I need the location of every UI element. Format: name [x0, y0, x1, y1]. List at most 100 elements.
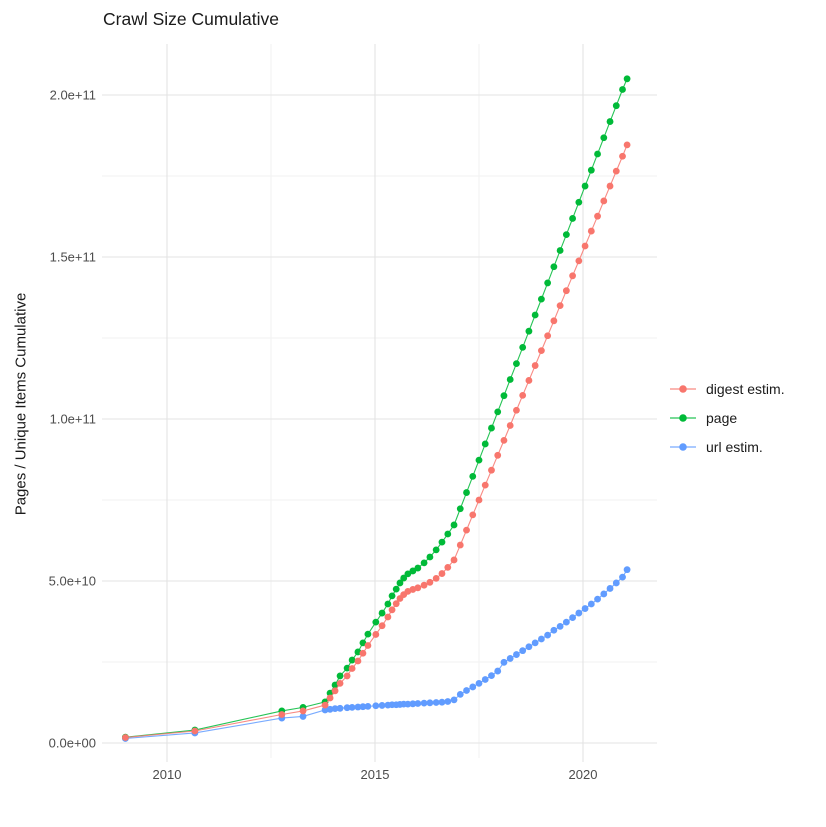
data-point — [400, 574, 408, 582]
data-point — [469, 472, 477, 480]
data-point — [392, 600, 400, 608]
data-point — [575, 609, 583, 617]
data-point — [469, 511, 477, 519]
gridlines-minor — [102, 44, 657, 758]
data-point — [594, 595, 601, 603]
legend-label: url estim. — [706, 439, 763, 455]
data-point — [494, 451, 502, 459]
data-point — [348, 656, 356, 664]
y-tick-label: 2.0e+11 — [50, 87, 96, 102]
data-point — [426, 578, 434, 586]
data-point — [538, 295, 545, 303]
data-point — [581, 242, 589, 250]
legend-label: digest estim. — [706, 381, 785, 397]
data-point — [538, 635, 545, 643]
data-point — [359, 649, 367, 657]
series-page — [122, 75, 631, 741]
data-point — [488, 672, 495, 680]
data-point — [444, 698, 452, 705]
data-point — [481, 481, 489, 489]
data-point — [594, 150, 601, 158]
data-point — [600, 590, 608, 598]
data-point — [343, 672, 351, 680]
data-point — [438, 570, 446, 577]
data-point — [450, 556, 458, 564]
data-point — [531, 362, 539, 369]
data-point — [619, 573, 626, 581]
data-point — [378, 622, 386, 630]
y-tick-label: 1.0e+11 — [50, 411, 96, 426]
series-line-digest-estim — [125, 144, 628, 739]
x-tick-label: 2015 — [361, 767, 390, 782]
data-point — [450, 521, 458, 529]
data-point — [606, 182, 614, 190]
data-point — [359, 703, 367, 711]
data-point — [409, 700, 417, 708]
data-point — [414, 584, 422, 592]
data-point — [354, 657, 362, 665]
data-point — [336, 672, 344, 680]
data-point — [444, 530, 452, 538]
data-point — [612, 167, 620, 175]
data-point — [378, 609, 386, 617]
y-tick-label: 5.0e+10 — [49, 573, 96, 588]
data-point — [388, 606, 396, 614]
data-point — [299, 713, 307, 720]
data-point — [506, 376, 514, 383]
data-point — [606, 585, 614, 592]
data-point — [481, 676, 489, 683]
data-point — [364, 642, 372, 649]
data-point — [321, 706, 329, 714]
data-point — [420, 581, 428, 589]
chart-title: Crawl Size Cumulative — [103, 9, 280, 29]
series-line-url-estim — [125, 569, 628, 740]
data-point — [372, 618, 380, 626]
data-point — [444, 563, 452, 571]
data-point — [392, 585, 400, 593]
data-point — [364, 630, 372, 638]
legend-key-icon — [670, 443, 696, 451]
data-point — [378, 702, 386, 709]
data-point — [278, 711, 286, 718]
data-point — [191, 727, 199, 735]
data-point — [359, 639, 367, 647]
data-point — [426, 699, 434, 707]
data-point — [525, 327, 533, 335]
data-point — [456, 505, 464, 513]
legend-item-url-estim: url estim. — [669, 439, 785, 455]
legend-item-digest-estim: digest estim. — [669, 381, 785, 397]
data-point — [531, 639, 539, 647]
data-point — [531, 311, 539, 319]
data-point — [606, 118, 614, 125]
data-point — [384, 600, 392, 608]
data-point — [450, 696, 458, 704]
x-tick-labels: 2010 2015 2020 — [153, 767, 598, 782]
series-line-page — [125, 78, 628, 738]
legend-item-page: page — [669, 410, 785, 426]
data-point — [494, 667, 502, 675]
data-point — [500, 392, 508, 400]
data-point — [432, 699, 440, 706]
data-point — [556, 247, 564, 254]
data-point — [404, 700, 412, 708]
data-point — [538, 347, 545, 355]
data-point — [364, 702, 372, 710]
data-point — [513, 406, 520, 414]
data-point — [438, 698, 446, 706]
data-point — [556, 302, 564, 309]
data-point — [326, 694, 334, 702]
data-point — [587, 227, 595, 235]
data-point — [581, 182, 589, 190]
data-point — [623, 75, 631, 83]
data-point — [456, 691, 464, 698]
data-point — [513, 651, 520, 658]
data-point — [619, 152, 626, 160]
legend-key-icon — [670, 385, 696, 393]
x-tick-label: 2020 — [569, 767, 598, 782]
data-point — [354, 703, 362, 711]
data-point — [619, 86, 626, 93]
data-point — [331, 687, 339, 695]
data-point — [550, 263, 558, 271]
data-point — [600, 134, 608, 142]
data-point — [488, 424, 495, 432]
